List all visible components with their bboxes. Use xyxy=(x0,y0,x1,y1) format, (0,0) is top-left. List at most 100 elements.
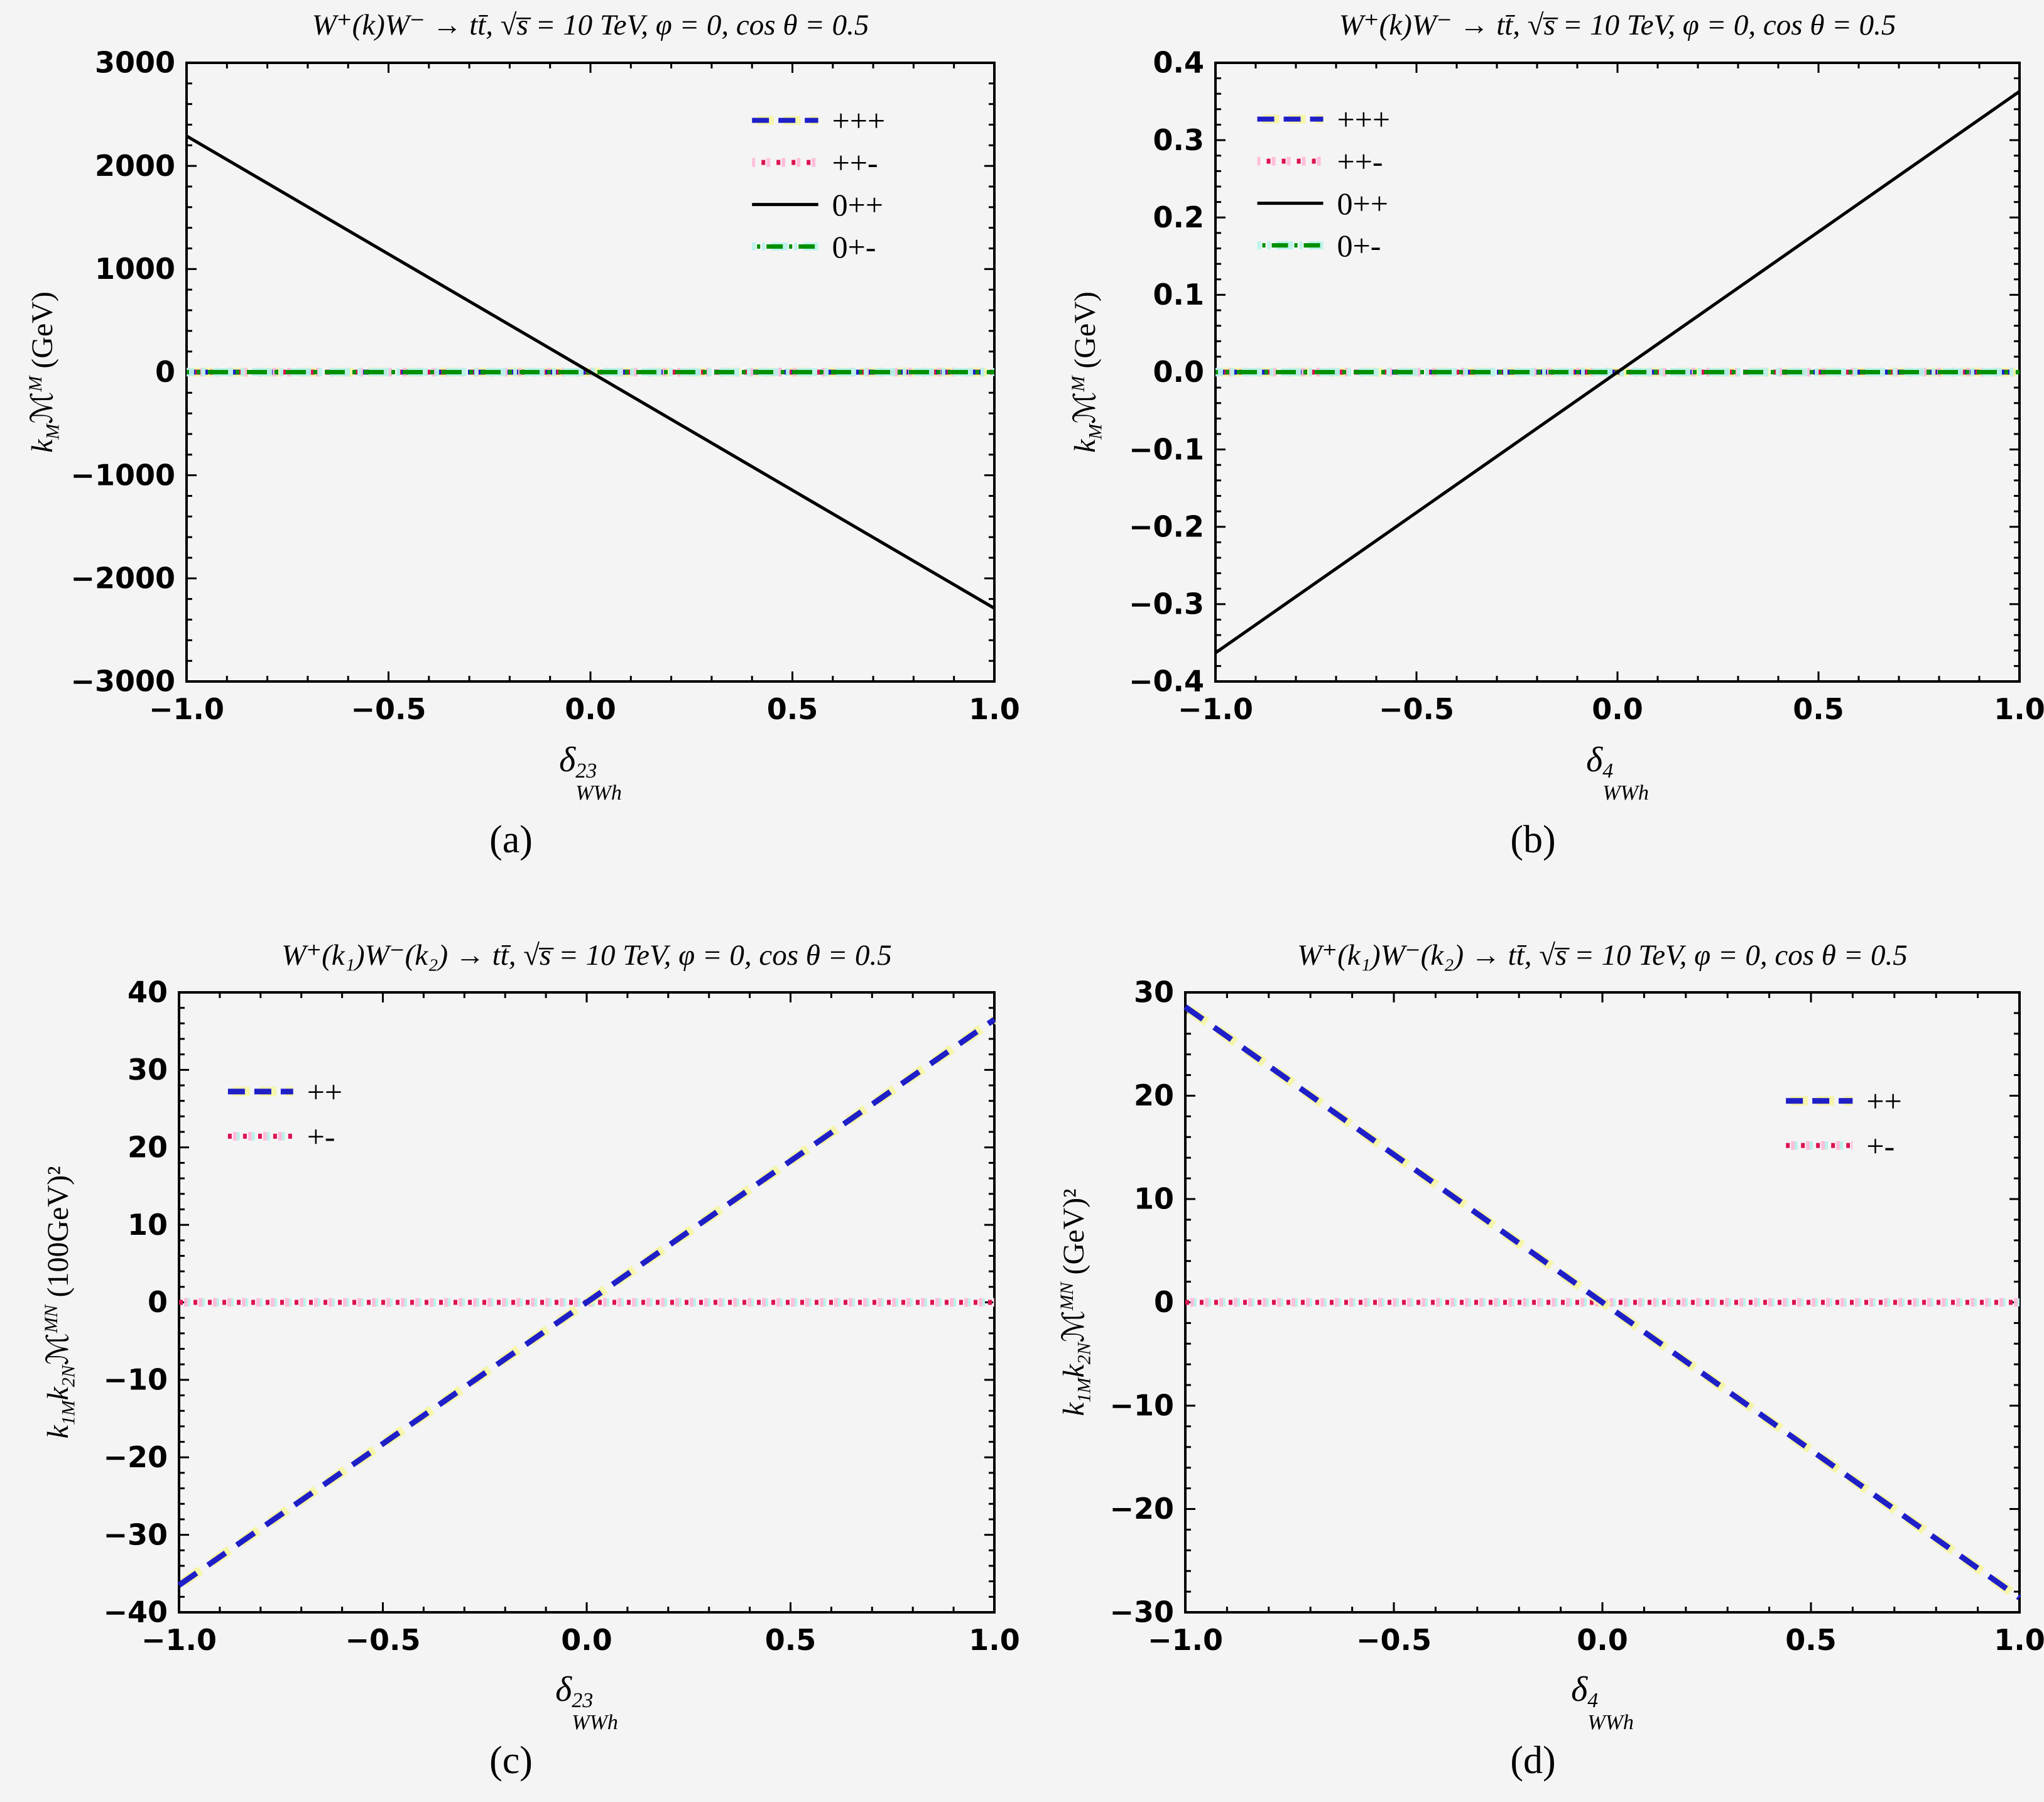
ylabel-part: 2N xyxy=(58,1365,79,1387)
xlabel-scripts: 4 WWh xyxy=(1587,1690,1634,1734)
panel-d-title: W⁺(k₁)W⁻(k₂) → tt̄, √s̅ = 10 TeV, φ = 0,… xyxy=(1297,939,1908,972)
ylabel-part: 1M xyxy=(58,1400,79,1426)
x-tick-label: −1.0 xyxy=(1148,1623,1223,1657)
x-tick-label: 0.5 xyxy=(1785,1623,1837,1657)
panel-b-x-axis-label: δ 4 WWh xyxy=(1215,740,2020,803)
y-tick-label: −30 xyxy=(103,1517,168,1551)
y-tick-label: 0.3 xyxy=(1153,123,1205,157)
panel-a-caption: (a) xyxy=(489,818,533,861)
y-tick-label: 40 xyxy=(128,975,168,1009)
series-lines xyxy=(1182,1002,2023,1602)
xlabel-scripts: 23 WWh xyxy=(572,1690,618,1734)
xlabel-scripts: 4 WWh xyxy=(1602,759,1649,805)
panel-d-x-axis-label: δ 4 WWh xyxy=(1185,1669,2020,1733)
y-tick-label: −40 xyxy=(103,1595,168,1629)
y-tick-label: 10 xyxy=(1134,1182,1174,1216)
xlabel-sup: 23 xyxy=(575,759,597,783)
y-tick-label: 1000 xyxy=(95,252,175,286)
y-tick-label: 20 xyxy=(1134,1078,1174,1112)
x-tick-label: −0.5 xyxy=(1356,1623,1432,1657)
x-tick-label: −1.0 xyxy=(141,1623,217,1657)
ylabel-part: M xyxy=(25,376,46,392)
panel-c-title: W⁺(k₁)W⁻(k₂) → tt̄, √s̅ = 10 TeV, φ = 0,… xyxy=(281,939,892,972)
ylabel-part: (100GeV)² xyxy=(41,1166,75,1305)
ylabel-part: ℳ xyxy=(40,1333,75,1365)
series-line-++ xyxy=(1183,1004,2021,1600)
x-tick-label: 1.0 xyxy=(1994,692,2044,726)
ylabel-part: 1M xyxy=(1074,1377,1095,1403)
legend-label: 0+- xyxy=(1337,228,1381,263)
legend-label: +++ xyxy=(1337,102,1391,137)
ticks xyxy=(185,62,996,683)
ylabel-part: (GeV) xyxy=(1068,291,1102,376)
y-tick-label: 0.1 xyxy=(1153,278,1205,312)
panel-c-x-axis-label: δ 23 WWh xyxy=(179,1669,994,1733)
panel-a-title: W⁺(k)W⁻ → tt̄, √s̅ = 10 TeV, φ = 0, cos … xyxy=(312,9,869,41)
ylabel-part: k xyxy=(1057,1364,1090,1378)
y-tick-label: 30 xyxy=(128,1053,168,1087)
legend-label: 0++ xyxy=(832,187,883,222)
series-line-++ xyxy=(177,1017,996,1588)
ylabel-part: MN xyxy=(41,1305,62,1333)
x-tick-label: 1.0 xyxy=(969,692,1020,726)
ylabel-part: ℳ xyxy=(1067,391,1102,424)
panel-d-caption: (d) xyxy=(1510,1739,1556,1782)
y-tick-label: 0 xyxy=(1154,1285,1174,1319)
xlabel-sub: WWh xyxy=(1587,1710,1634,1734)
xlabel-sup: 4 xyxy=(1587,1689,1599,1712)
y-tick-label: 0.4 xyxy=(1153,46,1205,80)
x-tick-label: 0.5 xyxy=(765,1623,817,1657)
xlabel-sub: WWh xyxy=(1602,781,1649,805)
ylabel-part: k xyxy=(1068,439,1102,453)
y-tick-label: 3000 xyxy=(95,46,175,80)
legend-label: +- xyxy=(1866,1128,1895,1163)
y-tick-label: −0.3 xyxy=(1129,587,1204,621)
x-tick-label: −1.0 xyxy=(1178,692,1253,726)
legend: ++ +- xyxy=(1786,1083,1902,1163)
y-tick-label: −3000 xyxy=(70,665,175,698)
panel-c-y-axis-label: k1Mk2NℳMN (100GeV)² xyxy=(28,992,79,1612)
panel-b-y-axis-label: kMℳM (GeV) xyxy=(1055,63,1106,681)
ylabel-part: k xyxy=(41,1425,75,1439)
y-tick-label: −0.2 xyxy=(1129,509,1204,543)
y-tick-label: 30 xyxy=(1134,975,1174,1009)
x-tick-label: 0.0 xyxy=(561,1623,612,1657)
y-tick-label: 0.0 xyxy=(1153,355,1205,389)
ylabel-part: M xyxy=(1085,423,1106,440)
y-tick-label: −10 xyxy=(1109,1389,1174,1423)
legend-label: +++ xyxy=(832,103,886,138)
y-tick-label: 20 xyxy=(128,1130,168,1164)
delta-symbol: δ xyxy=(1571,1670,1588,1709)
y-tick-label: −10 xyxy=(103,1363,168,1397)
panel-a-y-axis-label: kMℳM (GeV) xyxy=(13,63,63,681)
ylabel-part: 2N xyxy=(1074,1342,1095,1365)
x-tick-label: 0.0 xyxy=(565,692,616,726)
panel-d-y-axis-label: k1Mk2NℳMN (GeV)² xyxy=(1044,992,1095,1612)
y-tick-label: 10 xyxy=(128,1208,168,1242)
ylabel-part: ℳ xyxy=(24,391,60,424)
y-tick-label: −0.1 xyxy=(1129,432,1204,466)
x-tick-label: 0.5 xyxy=(1793,692,1844,726)
legend-label: 0+- xyxy=(832,229,876,264)
legend-label: 0++ xyxy=(1337,186,1388,221)
y-tick-label: 2000 xyxy=(95,149,175,183)
series-line-0++ xyxy=(1214,90,2021,654)
xlabel-sub: WWh xyxy=(575,781,622,805)
ylabel-part: ℳ xyxy=(1056,1310,1091,1343)
legend-label: ++- xyxy=(832,145,878,180)
x-tick-label: −0.5 xyxy=(345,1623,420,1657)
delta-symbol: δ xyxy=(1586,741,1603,779)
panel-a-x-axis-label: δ 23 WWh xyxy=(187,740,994,803)
y-tick-label: −1000 xyxy=(70,458,175,492)
xlabel-sup: 23 xyxy=(572,1689,594,1712)
xlabel-sup: 4 xyxy=(1602,759,1614,783)
chart-d: −1.0 −0.5 0.0 0.5 1.0 30 20 10 0 −10 −20 −30 ++ +- xyxy=(1109,975,2044,1657)
y-tick-label: −20 xyxy=(103,1440,168,1474)
ylabel-part: k xyxy=(41,1387,75,1401)
chart-c: −1.0 −0.5 0.0 0.5 1.0 40 30 20 10 0 −10 −20 −30 −40 ++… xyxy=(103,975,1019,1657)
y-tick-label: −30 xyxy=(1109,1595,1174,1629)
x-tick-label: −1.0 xyxy=(149,692,224,726)
ylabel-part: M xyxy=(1068,376,1089,392)
series-line-0++ xyxy=(185,134,996,610)
delta-symbol: δ xyxy=(555,1670,572,1709)
